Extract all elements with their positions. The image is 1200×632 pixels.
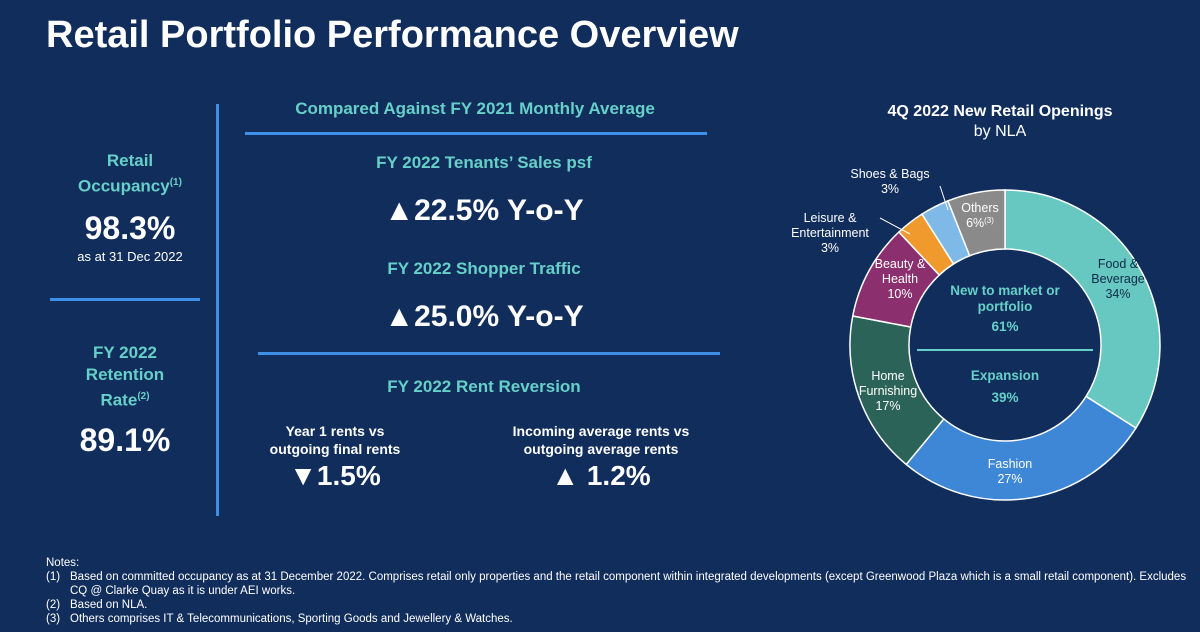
- vertical-divider: [216, 104, 219, 516]
- chart-subtitle: by NLA: [973, 123, 1027, 140]
- occupancy-value: 98.3%: [84, 209, 176, 246]
- donut-slices: [849, 189, 1161, 501]
- retention-block: FY 2022 Retention Rate(2) 89.1%: [50, 342, 200, 459]
- slice-others: [946, 189, 1006, 257]
- note-3-number: (3): [46, 613, 61, 625]
- donut-center-labels: New to market or portfolio 61% Expansion 39%: [950, 283, 1060, 405]
- leader-line-shoes: [939, 185, 949, 211]
- occupancy-block: Retail Occupancy(1) 98.3% as at 31 Dec 2…: [50, 150, 210, 264]
- leader-line-leisure: [879, 217, 911, 235]
- incoming-block: Incoming average rents vs outgoing avera…: [490, 422, 712, 492]
- notes: Notes: (1) Based on committed occupancy …: [46, 556, 1200, 626]
- center-label-new-to-market: New to market or portfolio 61%: [950, 283, 1060, 334]
- year1-block: Year 1 rents vs outgoing final rents ▼1.…: [255, 422, 415, 492]
- occupancy-label: Retail Occupancy(1): [70, 150, 190, 198]
- chart-title: 4Q 2022 New Retail Openings: [887, 103, 1113, 120]
- occupancy-footnote: (1): [169, 177, 182, 188]
- occupancy-date: as at 31 Dec 2022: [77, 248, 183, 264]
- rent-divider: [258, 352, 720, 355]
- note-2-text: Based on NLA.: [70, 599, 148, 611]
- center-label-expansion: Expansion 39%: [971, 368, 1039, 405]
- donut-chart: Food & Beverage 34% Fashion 27% Home Furnishin…: [791, 167, 1161, 501]
- year1-label: Year 1 rents vs outgoing final rents: [269, 423, 401, 457]
- slice-label-shoes-and-bags: Shoes & Bags 3%: [850, 167, 929, 196]
- rent-label: FY 2022 Rent Reversion: [387, 377, 581, 396]
- traffic-label: FY 2022 Shopper Traffic: [387, 259, 581, 278]
- slice-label-home-furnishing: Home Furnishing 17%: [859, 369, 917, 413]
- note-1-text: Based on committed occupancy as at 31 De…: [70, 571, 1187, 597]
- sales-value: ▲22.5% Y-o-Y: [384, 194, 584, 227]
- sales-label: FY 2022 Tenants’ Sales psf: [376, 153, 592, 172]
- slice-food-and-beverage: [1004, 189, 1161, 430]
- note-1: (1) Based on committed occupancy as at 3…: [46, 570, 1200, 598]
- retention-label-text: FY 2022 Retention Rate: [85, 343, 165, 410]
- note-3: (3) Others comprises IT & Telecommunicat…: [46, 612, 1200, 626]
- note-2: (2) Based on NLA.: [46, 598, 1200, 612]
- left-divider: [50, 298, 200, 301]
- incoming-value: ▲ 1.2%: [551, 460, 651, 491]
- slice-label-beauty-and-health: Beauty & Health 10%: [875, 257, 926, 301]
- retention-footnote: (2): [137, 391, 150, 402]
- year1-value: ▼1.5%: [289, 460, 381, 491]
- slice-fashion: [905, 395, 1137, 501]
- incoming-label: Incoming average rents vs outgoing avera…: [512, 423, 690, 457]
- page-title: Retail Portfolio Performance Overview: [46, 14, 739, 56]
- note-2-number: (2): [46, 599, 61, 611]
- comparison-header: Compared Against FY 2021 Monthly Average: [295, 99, 655, 118]
- slice-label-leisure-and-entertainment: Leisure & Entertainment 3%: [791, 211, 869, 255]
- retention-value: 89.1%: [79, 421, 171, 458]
- note-3-text: Others comprises IT & Telecommunications…: [70, 613, 513, 625]
- slice-label-fashion: Fashion 27%: [988, 457, 1033, 486]
- retention-label: FY 2022 Retention Rate(2): [75, 342, 175, 412]
- chart-title-block: 4Q 2022 New Retail Openings by NLA: [850, 102, 1150, 142]
- slice-label-food-and-beverage: Food & Beverage 34%: [1091, 257, 1145, 301]
- traffic-value: ▲25.0% Y-o-Y: [384, 300, 584, 333]
- occupancy-label-text: Retail Occupancy: [78, 151, 170, 196]
- notes-heading: Notes:: [46, 557, 80, 569]
- note-1-number: (1): [46, 571, 61, 583]
- header-divider: [245, 132, 707, 135]
